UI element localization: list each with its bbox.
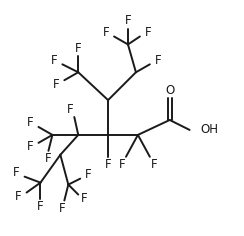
Text: F: F: [125, 14, 131, 27]
Text: F: F: [45, 152, 52, 165]
Text: F: F: [59, 202, 66, 215]
Text: F: F: [105, 158, 112, 171]
Text: F: F: [53, 78, 60, 91]
Text: F: F: [81, 192, 88, 205]
Text: F: F: [51, 54, 58, 67]
Text: O: O: [165, 84, 174, 97]
Text: F: F: [85, 168, 92, 181]
Text: F: F: [15, 190, 22, 203]
Text: OH: OH: [201, 123, 219, 136]
Text: F: F: [37, 200, 44, 213]
Text: F: F: [27, 117, 34, 130]
Text: F: F: [75, 42, 81, 55]
Text: F: F: [27, 140, 34, 153]
Text: F: F: [151, 158, 157, 171]
Text: F: F: [67, 103, 74, 116]
Text: F: F: [154, 54, 161, 67]
Text: F: F: [103, 26, 109, 39]
Text: F: F: [144, 26, 151, 39]
Text: F: F: [119, 158, 125, 171]
Text: F: F: [13, 166, 20, 179]
